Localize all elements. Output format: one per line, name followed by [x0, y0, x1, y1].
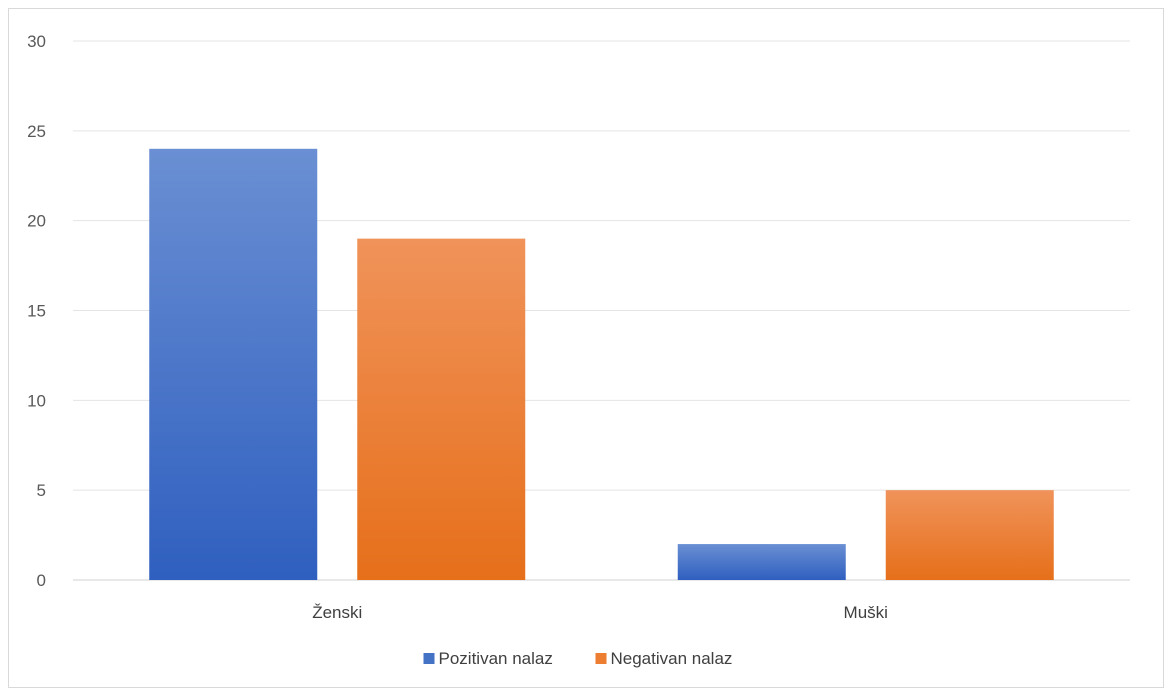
bar-negativan-0: [357, 238, 526, 580]
bars: [149, 148, 1054, 581]
y-tick-label: 0: [37, 571, 46, 590]
x-category-label: Ženski: [312, 603, 362, 622]
y-tick-label: 5: [37, 481, 46, 500]
legend-swatch: [423, 653, 435, 664]
y-tick-label: 20: [27, 212, 46, 231]
y-tick-label: 15: [27, 302, 46, 321]
legend-swatch: [595, 653, 607, 664]
legend-label: Negativan nalaz: [611, 649, 733, 668]
legend: Pozitivan nalaz Negativan nalaz: [423, 649, 733, 668]
x-category-label: Muški: [844, 603, 888, 622]
y-tick-label: 10: [27, 391, 46, 410]
bar-negativan-1: [885, 490, 1054, 580]
bar-pozitivan-1: [677, 544, 846, 580]
y-tick-label: 25: [27, 122, 46, 141]
y-tick-label: 30: [27, 32, 46, 51]
legend-label: Pozitivan nalaz: [439, 649, 553, 668]
axes: 0 5 10 15 20 25 30 Ženski Muški: [27, 32, 888, 622]
bar-pozitivan-0: [149, 148, 318, 581]
